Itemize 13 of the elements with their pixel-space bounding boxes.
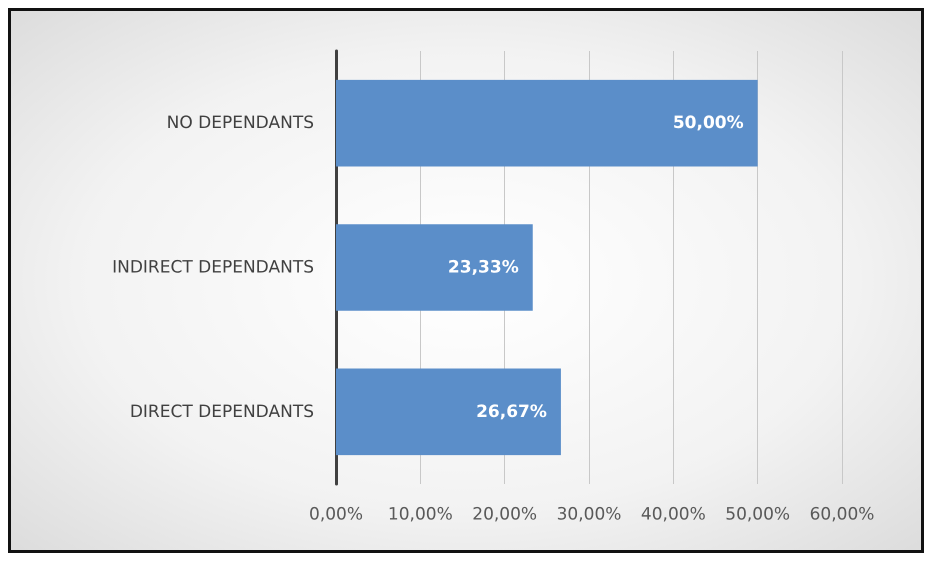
x-tick-label: 20,00% [472, 504, 538, 524]
x-tick-label: 30,00% [556, 504, 622, 524]
x-tick-label: 0,00% [308, 504, 364, 524]
y-tick-label: NO DEPENDANTS [166, 113, 314, 134]
x-tick-label: 50,00% [725, 504, 790, 524]
data-label: 23,33% [448, 258, 519, 278]
x-tick-label: 60,00% [810, 504, 874, 524]
x-tick-label: 40,00% [640, 504, 706, 524]
y-tick-label: DIRECT DEPENDANTS [130, 402, 314, 422]
x-tick-label: 10,00% [388, 504, 453, 524]
data-label: 26,67% [476, 402, 547, 422]
data-label: 50,00% [672, 113, 744, 134]
y-tick-label: INDIRECT DEPENDANTS [112, 258, 314, 278]
